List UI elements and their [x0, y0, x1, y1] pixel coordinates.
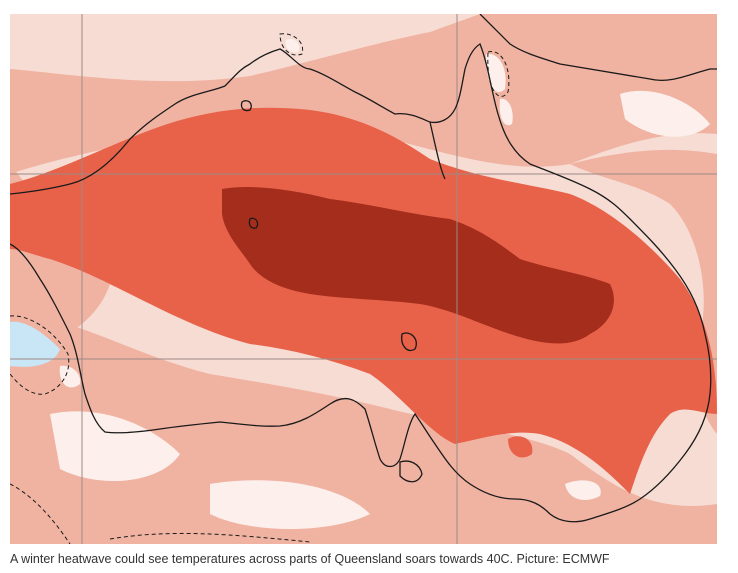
near-zero-patch-ng2: [499, 98, 513, 126]
gulf-coast: [429, 121, 446, 180]
near-zero-patch-2: [210, 480, 370, 529]
strong-anomaly-core: [222, 187, 614, 344]
forecast-map: [10, 14, 717, 544]
tasmania: [399, 460, 423, 483]
medium-anomaly-spot: [508, 436, 533, 458]
light-anomaly-region-north: [10, 14, 717, 174]
coastlines: [10, 14, 717, 523]
near-zero-ring-west: [59, 365, 81, 388]
light-anomaly-region-south: [10, 314, 717, 544]
near-zero-patch-4: [565, 480, 601, 500]
anomaly-map-svg: [10, 14, 717, 544]
island-3: [248, 217, 259, 229]
near-zero-patch-3: [620, 90, 710, 137]
island-1: [240, 100, 252, 112]
medium-anomaly-region: [10, 107, 717, 494]
cool-anomaly-patch: [10, 321, 60, 367]
australia-coastline: [10, 43, 712, 523]
figure-caption: A winter heatwave could see temperatures…: [10, 552, 610, 566]
new-guinea-coastline: [479, 14, 717, 81]
near-zero-patch-top: [285, 38, 300, 53]
zero-contours: [10, 33, 510, 544]
island-2: [401, 332, 417, 352]
